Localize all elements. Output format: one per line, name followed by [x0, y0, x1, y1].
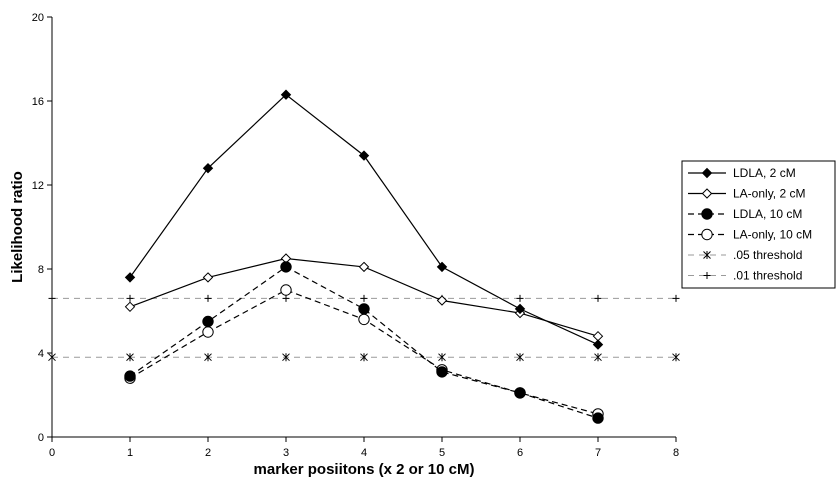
y-tick-label: 4 — [38, 348, 44, 360]
x-tick-label: 8 — [673, 447, 679, 459]
data-point — [282, 353, 290, 362]
data-point — [436, 295, 448, 306]
data-point — [280, 261, 292, 273]
data-point — [594, 353, 602, 362]
data-point — [436, 261, 448, 273]
data-point — [204, 353, 212, 362]
legend-item: LDLA, 10 cM — [688, 207, 802, 221]
x-tick-label: 4 — [361, 447, 367, 459]
data-point — [202, 272, 214, 283]
data-point — [516, 353, 524, 362]
data-point — [438, 353, 446, 362]
data-point — [516, 294, 524, 302]
data-point — [282, 294, 290, 302]
legend-box — [681, 160, 836, 289]
data-point — [701, 188, 713, 199]
data-point — [701, 167, 713, 179]
x-tick-label: 1 — [127, 447, 133, 459]
data-point — [592, 330, 604, 342]
legend-item: LDLA, 2 cM — [688, 166, 796, 180]
data-point — [358, 150, 370, 161]
series-layer — [48, 89, 680, 424]
data-point — [701, 228, 713, 241]
legend: LDLA, 2 cM LA-only, 2 cM LDLA, 10 cM LA-onl… — [681, 160, 836, 289]
plot-area — [51, 17, 676, 438]
y-tick-label: 20 — [32, 12, 44, 24]
x-tick-label: 2 — [205, 447, 211, 459]
y-axis-title: Likelihood ratio — [9, 171, 26, 283]
x-tick-label: 5 — [439, 447, 445, 459]
data-point — [202, 326, 214, 338]
data-point — [592, 412, 604, 424]
x-axis-title: marker posiitons (x 2 or 10 cM) — [254, 461, 475, 478]
data-point — [703, 272, 711, 279]
x-tick-label: 0 — [49, 447, 55, 459]
data-point — [514, 387, 526, 399]
data-point — [124, 370, 136, 382]
legend-item: .05 threshold — [688, 248, 802, 262]
data-point — [360, 353, 368, 362]
legend-item: LA-only, 10 cM — [688, 228, 812, 242]
legend-item: .01 threshold — [688, 269, 802, 283]
data-point — [280, 89, 292, 100]
data-point — [358, 303, 370, 315]
data-point — [358, 313, 370, 326]
data-point — [594, 294, 602, 302]
data-point — [202, 315, 214, 328]
data-point — [514, 303, 526, 315]
series-ldla-2-cm — [124, 89, 604, 350]
y-tick-label: 0 — [38, 432, 44, 444]
data-point — [436, 366, 448, 378]
data-point — [672, 353, 680, 362]
data-point — [48, 353, 56, 362]
data-point — [126, 294, 134, 302]
x-tick-label: 6 — [517, 447, 523, 459]
series-01-threshold — [48, 294, 680, 302]
legend-label: .01 threshold — [733, 269, 802, 283]
data-point — [358, 261, 370, 273]
legend-label: .05 threshold — [733, 248, 802, 262]
data-point — [592, 339, 604, 350]
series-05-threshold — [48, 353, 680, 362]
data-point — [703, 251, 711, 259]
legend-label: LDLA, 2 cM — [733, 166, 796, 180]
data-point — [672, 294, 680, 302]
data-point — [126, 353, 134, 362]
legend-label: LA-only, 2 cM — [733, 187, 805, 201]
data-point — [701, 208, 713, 220]
data-point — [48, 294, 56, 302]
data-point — [204, 294, 212, 302]
data-point — [124, 272, 136, 283]
data-point — [202, 162, 214, 174]
y-tick-label: 16 — [32, 96, 44, 108]
data-point — [360, 294, 368, 302]
legend-label: LDLA, 10 cM — [733, 207, 802, 221]
y-tick-label: 8 — [38, 264, 44, 276]
data-point — [124, 301, 136, 313]
x-tick-label: 7 — [595, 447, 601, 459]
y-tick-label: 12 — [32, 180, 44, 192]
legend-label: LA-only, 10 cM — [733, 228, 812, 242]
x-ticks: 0 1 2 3 4 5 6 7 8 — [49, 437, 679, 459]
x-tick-label: 3 — [283, 447, 289, 459]
series-ldla-10-cm — [124, 261, 604, 424]
legend-item: LA-only, 2 cM — [688, 187, 805, 201]
y-ticks: 0 4 8 12 16 20 — [32, 12, 52, 444]
data-point — [280, 284, 292, 296]
